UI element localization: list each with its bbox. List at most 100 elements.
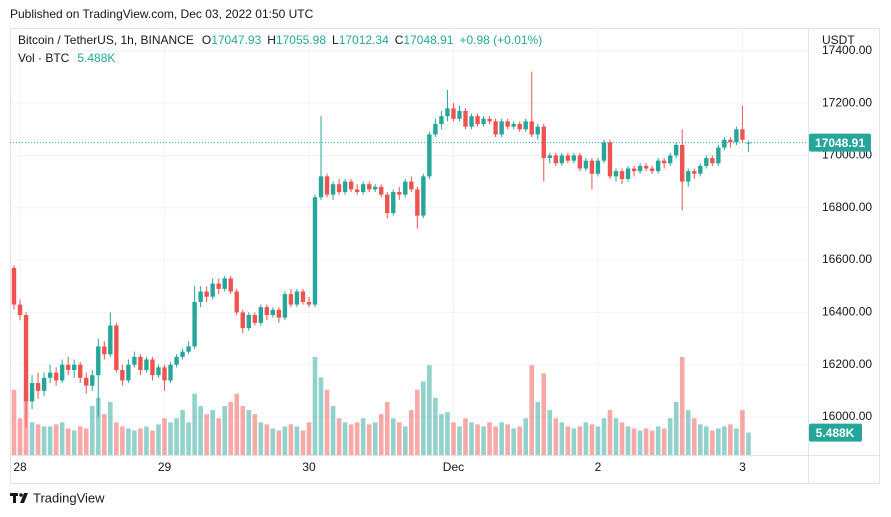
volume-bar bbox=[53, 424, 59, 455]
candle-body bbox=[553, 155, 558, 164]
footer-logo bbox=[10, 493, 28, 503]
volume-bar bbox=[330, 406, 336, 455]
candle-body bbox=[511, 124, 516, 127]
candle-body bbox=[210, 283, 215, 297]
candle-body bbox=[84, 377, 89, 386]
volume-bar bbox=[234, 393, 240, 455]
candle-body bbox=[59, 364, 65, 381]
candle-body bbox=[282, 294, 288, 318]
volume-bar bbox=[288, 424, 294, 455]
candle-body bbox=[252, 315, 257, 323]
volume-bar bbox=[144, 426, 149, 455]
candle-body bbox=[595, 160, 601, 174]
volume-bar bbox=[192, 393, 197, 455]
candle-body bbox=[288, 294, 294, 305]
chart-frame bbox=[10, 28, 880, 484]
candle-body bbox=[607, 142, 613, 177]
candle-body bbox=[692, 171, 697, 174]
candle-body bbox=[583, 160, 589, 169]
volume-bar bbox=[35, 424, 41, 455]
candle-body bbox=[469, 116, 474, 127]
volume-bar bbox=[138, 428, 143, 455]
volume-bar bbox=[529, 365, 535, 455]
volume-bar bbox=[17, 418, 23, 455]
volume-bar bbox=[318, 377, 324, 455]
volume-bar bbox=[77, 426, 83, 455]
volume-bar bbox=[252, 414, 258, 455]
volume-bar bbox=[156, 424, 161, 455]
candle-body bbox=[655, 160, 661, 172]
volume-bar bbox=[59, 422, 65, 455]
candle-body bbox=[342, 181, 348, 193]
volume-bar bbox=[83, 428, 89, 455]
candle-body bbox=[397, 192, 402, 195]
volume-bar bbox=[409, 410, 414, 455]
y-tick-label: 16200.00 bbox=[822, 357, 872, 371]
last-price-label: 17048.91 bbox=[815, 136, 865, 150]
volume-bar bbox=[613, 418, 619, 455]
ohlc-letter: H bbox=[267, 33, 276, 47]
candle-body bbox=[120, 369, 125, 381]
candle-body bbox=[144, 359, 149, 370]
candle-body bbox=[505, 121, 510, 127]
candle-body bbox=[324, 176, 330, 195]
volume-bar bbox=[240, 406, 246, 455]
volume-bar bbox=[595, 426, 601, 455]
candle-body bbox=[138, 356, 143, 370]
x-tick-label: 3 bbox=[739, 460, 746, 474]
candle-body bbox=[234, 291, 239, 313]
x-tick-label: 30 bbox=[302, 460, 316, 474]
ohlc-value: 17055.98 bbox=[276, 33, 326, 47]
candle-body bbox=[222, 278, 227, 289]
candle-body bbox=[415, 189, 420, 216]
volume-bar bbox=[565, 426, 571, 455]
candle-body bbox=[613, 171, 619, 177]
volume-bar bbox=[511, 428, 516, 455]
volume-bar bbox=[228, 401, 234, 455]
volume-bar bbox=[384, 401, 390, 455]
volume-bar bbox=[722, 426, 727, 455]
candle-body bbox=[686, 171, 691, 182]
volume-bar bbox=[517, 426, 522, 455]
volume-bar bbox=[102, 414, 107, 455]
y-tick-label: 16800.00 bbox=[822, 200, 872, 214]
volume-bar bbox=[162, 418, 167, 455]
candle-body bbox=[258, 307, 264, 323]
ohlc-letter: C bbox=[395, 33, 404, 47]
volume-bar bbox=[396, 422, 402, 455]
ohlc-value: 17047.93 bbox=[211, 33, 261, 47]
candle-body bbox=[619, 171, 625, 179]
volume-bar bbox=[577, 426, 583, 455]
volume-bar bbox=[270, 428, 276, 455]
volume-bar bbox=[378, 414, 384, 455]
volume-bar bbox=[306, 422, 312, 455]
volume-bar bbox=[667, 418, 673, 455]
candle-body bbox=[493, 121, 498, 135]
volume-bar bbox=[553, 418, 559, 455]
volume-bar bbox=[469, 422, 474, 455]
volume-bar bbox=[571, 428, 577, 455]
candle-body bbox=[577, 155, 583, 169]
volume-bar bbox=[704, 426, 709, 455]
volume-bar bbox=[354, 422, 360, 455]
candle-body bbox=[535, 126, 540, 135]
candle-body bbox=[541, 126, 546, 159]
candle-body bbox=[463, 110, 468, 127]
volume-bar bbox=[324, 389, 330, 455]
candles bbox=[11, 71, 751, 428]
volume-bar bbox=[685, 410, 691, 455]
volume-bar bbox=[108, 401, 113, 455]
candle-body bbox=[360, 184, 366, 193]
candle-body bbox=[300, 291, 306, 302]
change: +0.98 (+0.01%) bbox=[459, 33, 542, 47]
candle-body bbox=[354, 189, 360, 193]
x-tick-label: 29 bbox=[158, 460, 172, 474]
volume-bar bbox=[360, 418, 366, 455]
candle-body bbox=[186, 346, 191, 352]
volume-bar bbox=[625, 426, 631, 455]
candle-body bbox=[547, 155, 552, 159]
volume-bar bbox=[282, 426, 288, 455]
volume-bar bbox=[559, 422, 565, 455]
volume-bar bbox=[336, 418, 342, 455]
candle-body bbox=[704, 158, 709, 166]
